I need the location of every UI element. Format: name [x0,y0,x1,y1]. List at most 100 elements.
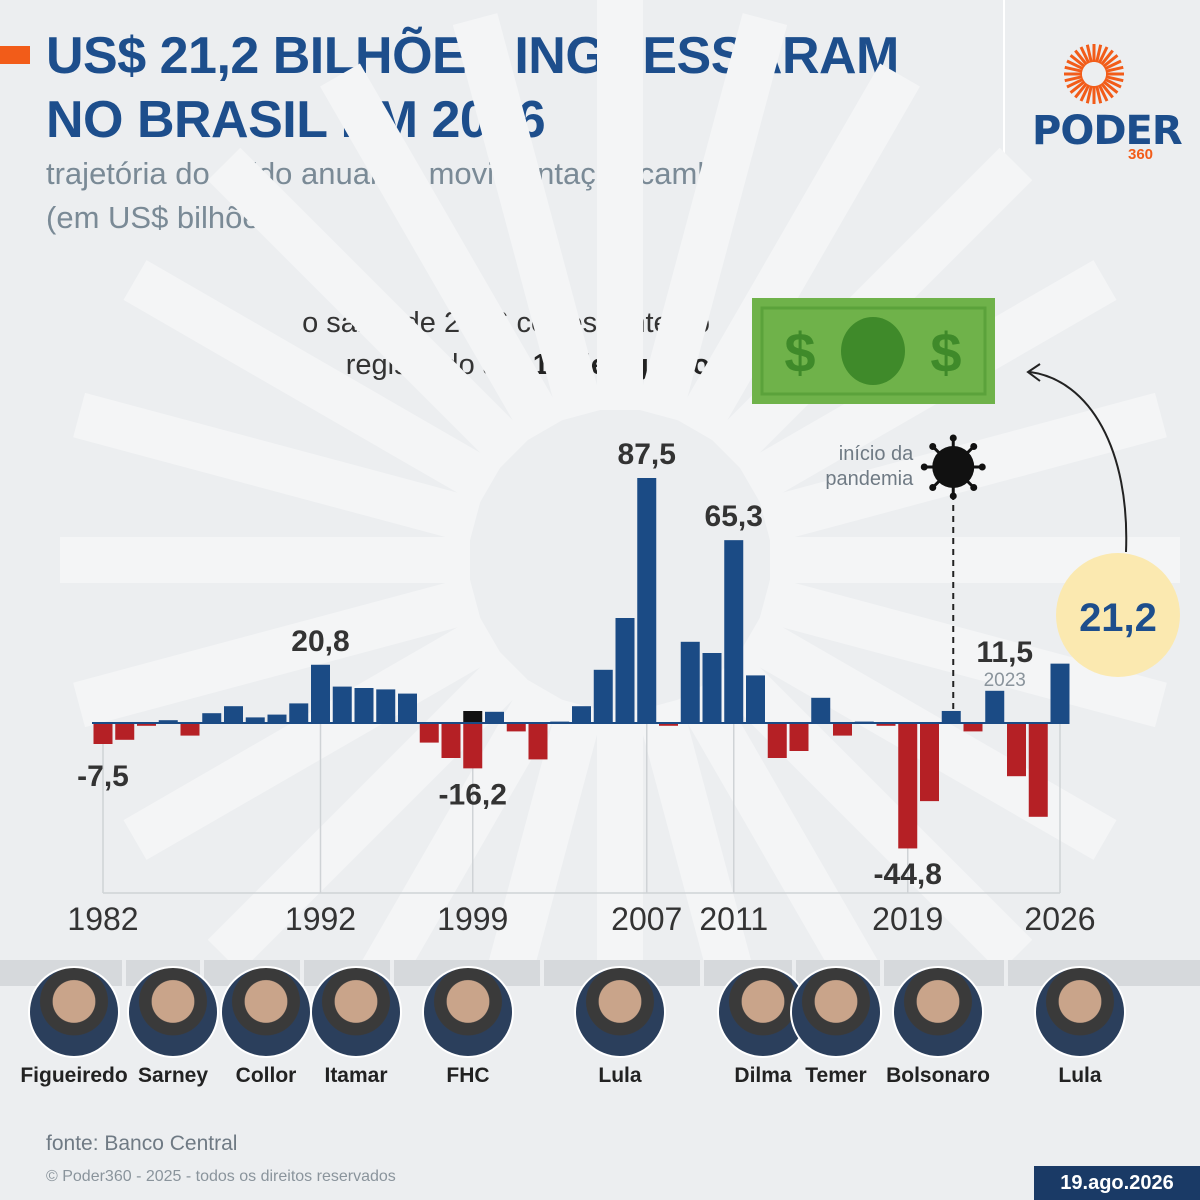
president-item: Temer [781,966,891,1088]
president-name: FHC [446,1064,490,1087]
president-item: Lula [1025,966,1135,1088]
background-ray [675,63,920,442]
x-tick-2019: 2019 [872,901,943,937]
bar-2007 [637,478,657,723]
data-label-2007: 87,5 [618,438,676,471]
background-ray [362,678,565,960]
sun-ray [1079,46,1091,64]
president-name: Temer [805,1064,867,1087]
data-label-2023: 11,5 [976,636,1033,669]
bar-1983 [115,723,135,740]
president-name: Bolsonaro [886,1064,990,1087]
bar-1985 [158,720,178,723]
background-ray [73,392,482,544]
data-label-1982: -7,5 [77,760,129,793]
president-item: Figueiredo [19,966,129,1088]
bar-2018 [876,723,896,726]
callout-arrow [1029,371,1128,553]
banknote-icon: $ $ [752,298,995,404]
avatar [892,966,984,1058]
sun-ray [1100,49,1114,66]
data-label-2019: -44,8 [874,858,942,891]
bar-2001 [506,723,526,732]
sun-ray [1104,77,1122,89]
avatar [28,966,120,1058]
bar-1999-highlight [463,711,483,723]
brand-name: PODER [1032,108,1183,154]
sun-ray [1100,82,1114,99]
sun-ray [1095,44,1103,63]
x-tick-1992: 1992 [285,901,356,937]
x-tick-2026: 2026 [1024,901,1095,937]
president-name: Figueiredo [20,1064,128,1087]
president-item: Bolsonaro [883,966,993,1088]
sun-ray [1105,65,1124,73]
bar-chart: $ $ 1982 1992 1999 2007 2011 2019 2026 -7,5 20,8… [60,0,1180,960]
background-ray [675,678,878,960]
virus-spike-tip [920,463,928,471]
bar-1982 [93,723,113,744]
president-item: Itamar [301,966,411,1088]
background-ray [320,63,565,442]
background-ray [123,615,502,860]
background-ray [452,13,604,422]
president-name: Dilma [734,1064,792,1087]
accent-bar [0,46,30,64]
avatar [790,966,882,1058]
sun-ray [1079,84,1091,102]
background-rays [60,0,1180,960]
bar-1989 [245,717,265,723]
bar-2011 [724,540,744,723]
sun-ray [1102,54,1119,68]
virus-spike-tip [978,463,986,471]
bar-2024 [1007,723,1026,777]
president-item: Sarney [118,966,228,1088]
x-tick-1982: 1982 [67,901,138,937]
annotation-line-1: início da [839,443,914,465]
sun-ray [1105,75,1124,83]
bar-2008 [659,723,678,726]
bar-2006 [615,618,635,723]
president-item: FHC [413,966,523,1088]
avatar [574,966,666,1058]
bar-2023 [985,690,1005,723]
bar-2020 [920,723,939,802]
source-text: fonte: Banco Central [46,1132,238,1155]
president-item: Lula [565,966,675,1088]
bar-2009 [680,641,700,723]
background-ray [207,147,531,471]
copyright-text: © Poder360 - 2025 - todos os direitos re… [46,1168,396,1185]
virus-icon [920,434,986,500]
sun-ray [1097,84,1109,102]
background-ray [636,13,788,422]
bar-1992 [311,664,330,723]
data-label-2011: 65,3 [705,500,763,533]
bar-2015 [811,697,831,723]
bar-1990 [267,714,287,723]
virus-spike-tip [929,484,937,492]
virus-spike-tip [949,492,957,500]
avatar [422,966,514,1058]
bar-1984 [137,723,156,726]
bar-2002 [528,723,548,760]
bar-1987 [202,713,222,723]
bar-1999 [463,723,483,769]
sun-ray [1074,49,1088,66]
president-name: Collor [235,1064,297,1087]
logo-divider [1003,0,1005,196]
bar-2021 [941,710,961,723]
brand-suffix: 360 [1128,146,1154,163]
virus-spike-tip [929,442,937,450]
bar-2005 [593,669,613,723]
bar-2012 [746,675,765,723]
president-name: Lula [598,1064,642,1087]
sun-ray [1064,75,1083,83]
background-ray [709,649,1033,960]
bar-1993 [332,686,352,723]
virus-spike-tip [970,442,978,450]
sun-ray [1095,85,1103,104]
bar-1988 [224,706,243,723]
background-ray [489,698,604,960]
president-name: Itamar [324,1064,388,1087]
sun-ray [1066,59,1084,71]
